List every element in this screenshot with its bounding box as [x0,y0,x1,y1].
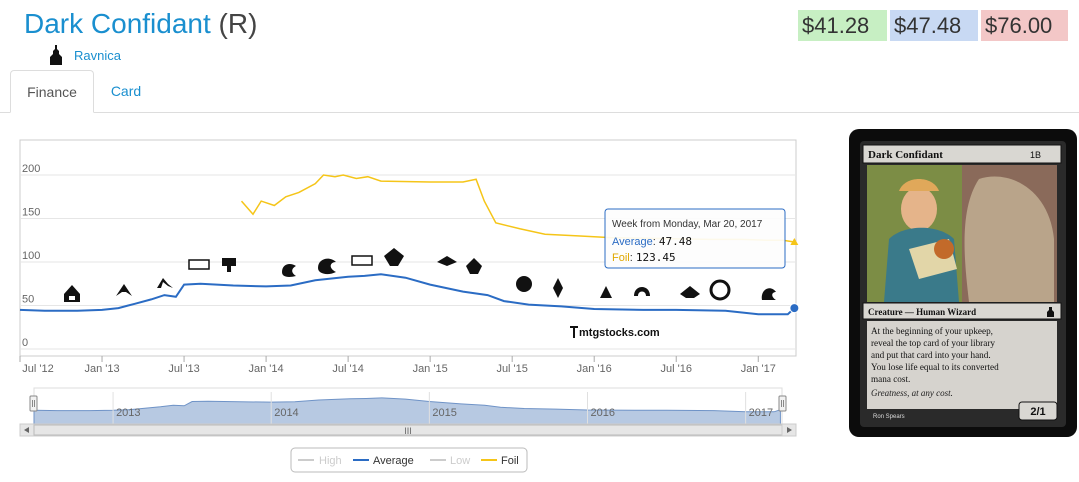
y-tick-label: 200 [22,163,40,175]
tooltip-average-value: 47.48 [659,235,692,248]
legend-label-average: Average [373,455,414,467]
average-series-line[interactable] [19,273,796,316]
range-navigator[interactable]: 2013 2014 2015 2016 2017 [29,387,787,425]
navigator-year-label: 2017 [749,407,773,419]
card-image[interactable]: Dark Confidant 1B Creature — Human Wizar… [849,129,1077,437]
scroll-right-icon [787,427,792,433]
tooltip-average-row: Average: 47.48 [612,235,692,248]
price-tooltip: Week from Monday, Mar 20, 2017 Average: … [604,208,786,269]
rarity-label: (R) [218,8,258,39]
x-tick-label: Jan '13 [84,363,119,375]
set-symbol-icon [116,284,132,296]
set-symbol-icon [553,278,563,298]
legend-item-high[interactable]: High [298,455,342,467]
tooltip-average-label: Average [612,236,653,248]
set-symbol-icon [709,279,731,301]
y-tick-label: 50 [22,294,34,306]
foil-current-marker[interactable] [790,237,799,245]
card-title: Dark Confidant [868,149,943,161]
set-symbol-icon [680,286,700,298]
legend-label-low: Low [450,455,470,467]
chart-legend: High Average Low Foil [290,447,528,473]
y-tick-label: 150 [22,207,40,219]
y-axis: 0 50 100 150 200 [22,163,40,349]
set-symbol-icon [600,286,612,298]
tab-bar: Finance Card [0,70,1079,113]
set-symbol-icon [384,248,404,266]
scrollbar-grip: III [404,426,412,436]
chart-scrollbar[interactable]: III [19,423,797,437]
x-tick-label: Jan '17 [741,363,776,375]
navigator-left-handle[interactable] [29,395,38,412]
tab-finance[interactable]: Finance [10,70,94,113]
average-current-point[interactable] [789,303,800,314]
tooltip-title: Week from Monday, Mar 20, 2017 [612,219,763,230]
set-symbol-icon [64,285,80,302]
x-tick-label: Jan '15 [413,363,448,375]
tooltip-foil-value: 123.45 [636,251,676,264]
tab-card[interactable]: Card [110,83,142,99]
ravnica-set-icon [50,45,62,65]
page-title: Dark Confidant (R) [24,6,257,42]
navigator-area [33,397,781,425]
set-symbol-icon [466,258,482,274]
card-type-line: Creature — Human Wizard [868,307,976,317]
x-tick-label: Jan '16 [577,363,612,375]
average-price-badge: $47.48 [890,10,978,41]
x-tick-label: Jul '14 [332,363,363,375]
card-rules-text: At the beginning of your upkeep, reveal … [871,326,1001,384]
set-symbol-icon [157,278,173,288]
set-symbol-icon [222,258,236,272]
legend-item-low[interactable]: Low [430,455,470,467]
y-tick-label: 0 [22,337,28,349]
card-power-toughness: 2/1 [1030,406,1045,418]
x-tick-label: Jul '16 [661,363,692,375]
legend-item-average[interactable]: Average [353,455,414,467]
navigator-year-label: 2015 [432,407,456,419]
scroll-left-icon [24,427,29,433]
set-release-symbols [64,248,776,302]
plot-frame [19,139,797,357]
navigator-right-handle[interactable] [778,395,787,412]
set-symbol-icon [437,256,457,266]
legend-label-foil: Foil [501,455,519,467]
set-name-link[interactable]: Ravnica [74,47,121,63]
set-symbol-icon [761,288,776,300]
set-symbol-icon [282,264,296,277]
card-set-symbol-icon [1047,307,1054,317]
tooltip-foil-row: Foil: 123.45 [612,251,676,264]
set-symbol-icon [516,276,532,292]
y-tick-label: 100 [22,250,40,262]
x-tick-label: Jul '13 [168,363,199,375]
set-symbol-icon [318,258,336,275]
card-mana-cost: 1B [1030,150,1041,160]
navigator-year-labels: 2013 2014 2015 2016 2017 [112,392,773,424]
legend-label-high: High [319,455,342,467]
legend-item-foil[interactable]: Foil [481,455,519,467]
navigator-year-label: 2014 [274,407,298,419]
navigator-year-label: 2016 [590,407,614,419]
x-tick-label: Jan '14 [249,363,284,375]
card-artwork [867,165,1057,302]
tooltip-foil-label: Foil [612,252,630,264]
card-name-link[interactable]: Dark Confidant [24,8,211,39]
set-symbol-icon [188,259,210,270]
set-symbol-icon [634,287,650,296]
watermark-text: mtgstocks.com [579,327,660,339]
watermark-icon [570,326,578,338]
low-price-badge: $41.28 [798,10,887,41]
price-history-chart[interactable]: 0 50 100 150 200 Jul '12 Jan '13 Jul '13 Jan '1… [0,125,830,482]
high-price-badge: $76.00 [981,10,1068,41]
card-artist: Ron Spears [873,414,905,420]
mtgstocks-watermark: mtgstocks.com [570,326,660,339]
x-axis: Jul '12 Jan '13 Jul '13 Jan '14 Jul '14 Jan '… [19,356,776,375]
card-flavor-text: Greatness, at any cost. [871,388,953,398]
set-row: Ravnica [48,44,121,66]
set-symbol-icon [351,255,373,266]
x-tick-label: Jul '12 [22,363,53,375]
navigator-year-label: 2013 [116,407,140,419]
x-tick-label: Jul '15 [496,363,527,375]
